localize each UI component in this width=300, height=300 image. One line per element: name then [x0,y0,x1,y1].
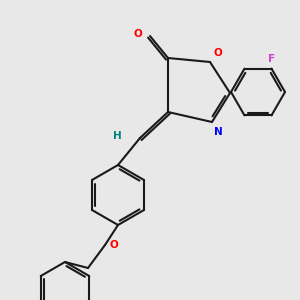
Text: O: O [133,29,142,39]
Text: O: O [109,240,118,250]
Text: F: F [268,54,275,64]
Text: O: O [213,48,222,58]
Text: N: N [214,127,223,137]
Text: H: H [113,131,122,141]
